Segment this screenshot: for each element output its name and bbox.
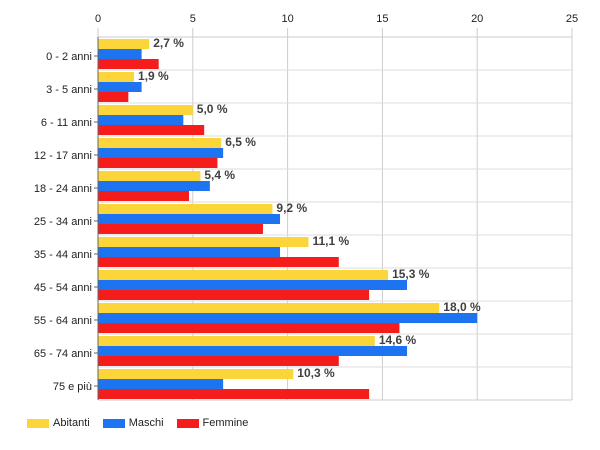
bar-femmine <box>98 323 400 333</box>
bar-maschi <box>98 247 281 257</box>
bar-abitanti <box>98 237 309 247</box>
bar-abitanti <box>98 39 150 49</box>
legend: Abitanti Maschi Femmine <box>27 417 261 429</box>
category-label: 45 - 54 anni <box>34 282 92 294</box>
category-label: 35 - 44 anni <box>34 249 92 261</box>
bar-maschi <box>98 280 408 290</box>
bar-maschi <box>98 313 478 323</box>
bar-abitanti <box>98 204 273 214</box>
bar-maschi <box>98 49 142 59</box>
category-label: 18 - 24 anni <box>34 183 92 195</box>
bar-femmine <box>98 389 370 399</box>
data-label: 9,2 % <box>276 201 307 215</box>
category-label: 55 - 64 anni <box>34 315 92 327</box>
bar-femmine <box>98 92 129 102</box>
bar-maschi <box>98 148 224 158</box>
legend-item-femmine: Femmine <box>176 417 249 429</box>
legend-label: Maschi <box>128 417 164 429</box>
x-tick-label: 25 <box>566 13 578 25</box>
data-label: 10,3 % <box>297 366 335 380</box>
legend-swatch <box>176 418 199 428</box>
bar-femmine <box>98 356 339 366</box>
bar-abitanti <box>98 369 294 379</box>
category-label: 0 - 2 anni <box>46 51 92 63</box>
data-label: 6,5 % <box>225 135 256 149</box>
data-label: 11,1 % <box>312 234 349 248</box>
x-tick-label: 20 <box>471 13 483 25</box>
bar-abitanti <box>98 138 222 148</box>
category-label: 75 e più <box>53 381 92 393</box>
category-label: 12 - 17 anni <box>34 150 92 162</box>
bar-abitanti <box>98 72 135 82</box>
bar-maschi <box>98 115 184 125</box>
bar-femmine <box>98 290 370 300</box>
bar-abitanti <box>98 270 389 280</box>
bar-abitanti <box>98 336 375 346</box>
data-label: 1,9 % <box>138 69 169 83</box>
bar-femmine <box>98 158 218 168</box>
bar-maschi <box>98 379 224 389</box>
data-label: 14,6 % <box>379 333 417 347</box>
data-label: 18,0 % <box>443 300 481 314</box>
category-label: 6 - 11 anni <box>41 117 92 129</box>
x-tick-label: 10 <box>281 13 293 25</box>
bar-femmine <box>98 224 263 234</box>
legend-label: Abitanti <box>53 417 90 429</box>
bar-abitanti <box>98 303 440 313</box>
legend-swatch <box>102 418 125 428</box>
x-tick-label: 5 <box>190 13 196 25</box>
legend-swatch <box>27 418 49 428</box>
bar-abitanti <box>98 105 193 115</box>
legend-item-maschi: Maschi <box>102 417 164 429</box>
legend-label: Femmine <box>202 417 249 429</box>
x-tick-label: 0 <box>95 13 101 25</box>
bar-maschi <box>98 214 281 224</box>
bar-maschi <box>98 181 210 191</box>
bar-femmine <box>98 191 190 201</box>
data-label: 2,7 % <box>153 36 184 50</box>
category-label: 3 - 5 anni <box>46 84 92 96</box>
category-label: 65 - 74 anni <box>34 348 92 360</box>
bar-abitanti <box>98 171 201 181</box>
data-label: 5,0 % <box>197 102 228 116</box>
legend-item-abitanti: Abitanti <box>27 417 90 429</box>
bar-maschi <box>98 82 142 92</box>
bar-maschi <box>98 346 408 356</box>
bar-femmine <box>98 257 339 267</box>
data-label: 15,3 % <box>392 267 430 281</box>
data-label: 5,4 % <box>204 168 235 182</box>
x-tick-label: 15 <box>376 13 388 25</box>
category-label: 25 - 34 anni <box>34 216 92 228</box>
bar-femmine <box>98 59 159 69</box>
bar-femmine <box>98 125 205 135</box>
